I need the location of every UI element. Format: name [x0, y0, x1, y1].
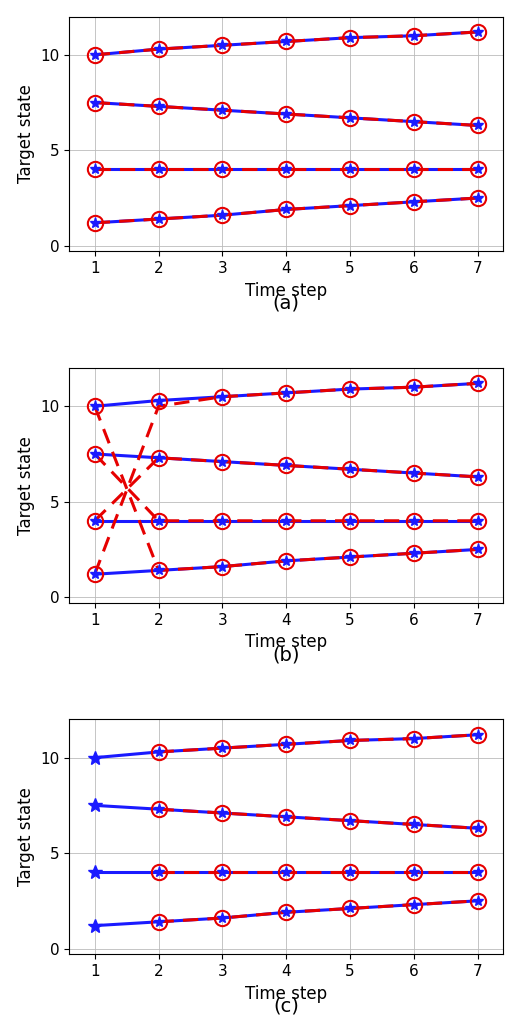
X-axis label: Time step: Time step [245, 282, 327, 299]
Text: (c): (c) [274, 997, 299, 1015]
Y-axis label: Target state: Target state [17, 85, 35, 184]
Text: (b): (b) [272, 645, 300, 665]
Y-axis label: Target state: Target state [17, 787, 35, 886]
Text: (a): (a) [273, 294, 300, 313]
Y-axis label: Target state: Target state [17, 437, 35, 535]
X-axis label: Time step: Time step [245, 634, 327, 651]
X-axis label: Time step: Time step [245, 985, 327, 1002]
